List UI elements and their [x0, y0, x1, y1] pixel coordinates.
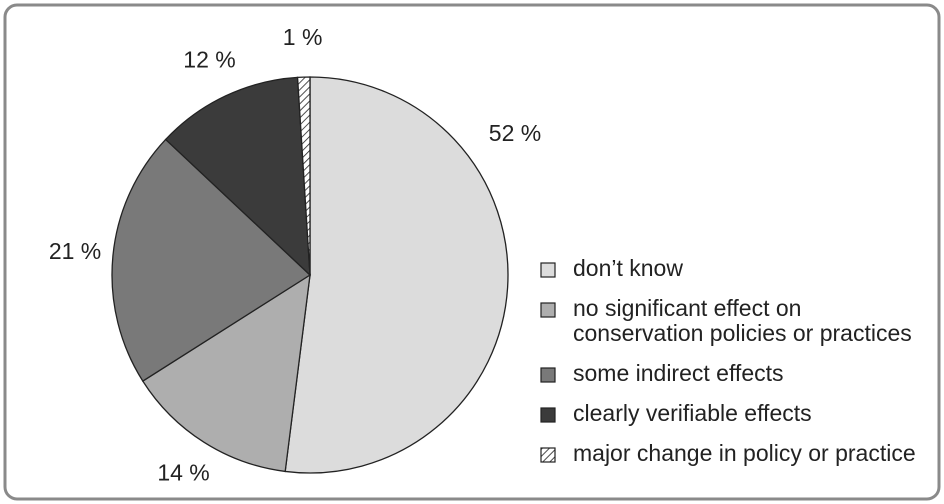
legend-swatch	[540, 262, 556, 278]
legend-line: clearly verifiable effects	[573, 400, 812, 426]
legend-line: major change in policy or practice	[573, 440, 916, 466]
slice-label: 21 %	[49, 238, 101, 264]
pie-slice	[141, 273, 311, 473]
legend-swatch	[540, 407, 556, 423]
slice-label: 1 %	[283, 24, 323, 50]
legend-line: don’t know	[573, 255, 683, 281]
legend-label: major change in policy or practice	[573, 440, 916, 466]
legend-swatch	[540, 302, 556, 318]
legend-line: some indirect effects	[573, 360, 784, 386]
slice-label: 12 %	[183, 47, 235, 73]
legend-label: clearly verifiable effects	[573, 400, 812, 426]
legend-line: no significant effect on	[573, 295, 801, 321]
legend-label: no significant effect on conservation pol…	[573, 295, 912, 346]
legend-label: some indirect effects	[573, 360, 784, 386]
legend-label: don’t know	[573, 255, 683, 281]
legend-swatch	[540, 367, 556, 383]
legend-line: conservation policies or practices	[573, 320, 912, 346]
pie-slice	[111, 138, 312, 382]
pie-slice	[284, 76, 509, 474]
pie-slice	[164, 76, 311, 277]
legend-swatch	[540, 447, 556, 463]
slice-label: 14 %	[157, 459, 209, 485]
slice-label: 52 %	[489, 120, 541, 146]
pie-slice	[296, 76, 311, 276]
